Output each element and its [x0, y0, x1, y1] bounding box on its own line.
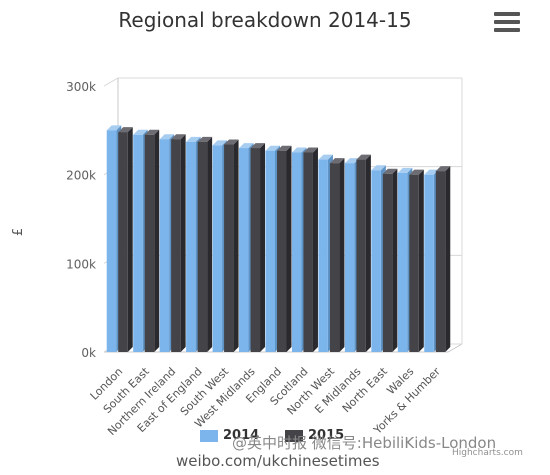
bar-2015-7[interactable]	[303, 147, 318, 353]
bar-2015-3[interactable]	[197, 136, 213, 352]
legend-item-2014[interactable]: 2014	[200, 428, 259, 443]
bar-2015-8[interactable]	[329, 158, 345, 352]
bar-2015-5[interactable]	[250, 143, 266, 352]
legend-label-2015: 2015	[308, 428, 345, 443]
y-tick-label: 0k	[81, 346, 96, 360]
menu-icon[interactable]	[494, 12, 520, 34]
legend-label-2014: 2014	[223, 428, 260, 443]
bar-layer	[106, 125, 451, 353]
watermark-weibo-url: weibo.com/ukchinesetimes	[176, 452, 380, 470]
y-tick-label: 100k	[66, 257, 96, 271]
legend-swatch-2014	[200, 429, 218, 442]
credits-link[interactable]: Highcharts.com	[452, 448, 523, 458]
watermark-weibo-handle: @英中时报 微信号:HebiliKids-London	[232, 434, 497, 452]
y-axis-label: £	[11, 228, 26, 236]
bar-2015-9[interactable]	[356, 154, 371, 352]
bar-2015-10[interactable]	[382, 168, 398, 352]
bar-2015-11[interactable]	[409, 169, 424, 352]
legend-swatch-2015	[285, 429, 303, 442]
legend-item-2015[interactable]: 2015	[285, 428, 344, 443]
bar-2015-0[interactable]	[118, 127, 133, 353]
bar-2015-1[interactable]	[144, 129, 160, 352]
y-tick-label: 300k	[66, 80, 96, 94]
bar-2015-4[interactable]	[224, 139, 239, 352]
y-tick-layer: 0k 100k 200k 300k	[66, 80, 96, 360]
bar-2015-2[interactable]	[171, 134, 186, 352]
bar-2015-12[interactable]	[435, 166, 451, 352]
y-tick-label: 200k	[66, 169, 96, 183]
bar-2015-6[interactable]	[277, 145, 292, 352]
chart-title: Regional breakdown 2014-15	[118, 8, 412, 32]
gridline-3	[103, 77, 462, 87]
